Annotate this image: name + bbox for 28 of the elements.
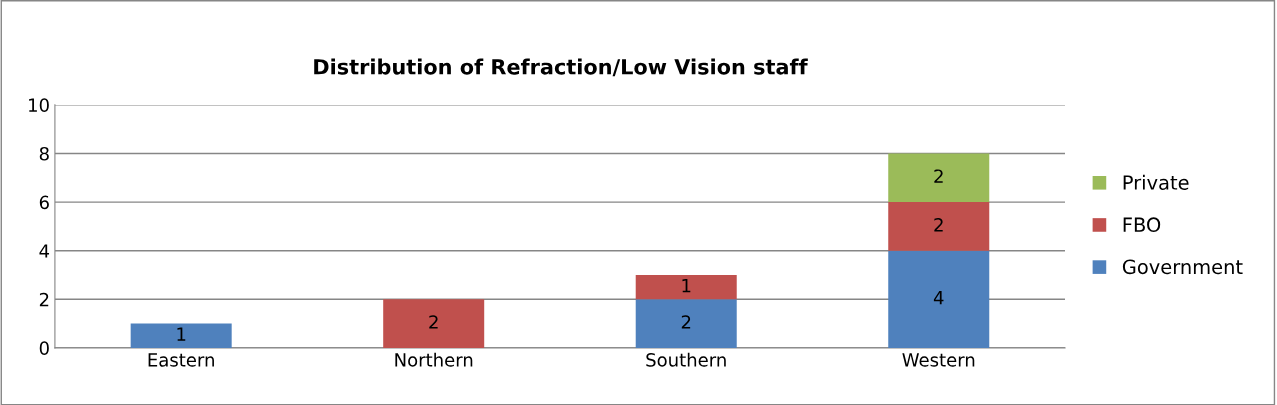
bar (635, 274, 737, 300)
data-label: 1 (177, 327, 186, 341)
bar (383, 299, 485, 348)
chart-title: Distribution of Refraction/Low Vision staff (314, 58, 808, 77)
x-tick-label: Eastern (148, 353, 214, 367)
data-label: 2 (681, 315, 691, 329)
legend-label: FBO (1123, 217, 1161, 233)
y-tick-label: 6 (39, 195, 49, 210)
legend-label: Government (1122, 259, 1243, 275)
bar (635, 299, 737, 348)
data-label: 2 (934, 217, 943, 232)
x-tick-label: Western (902, 353, 975, 367)
y-tick-label: 2 (39, 292, 49, 307)
y-tick-label: 0 (39, 341, 49, 356)
legend-label: Private (1123, 174, 1189, 190)
x-tick-label: Northern (395, 352, 473, 367)
bar (888, 250, 990, 348)
y-tick-label: 4 (39, 244, 50, 258)
y-tick-label: 8 (39, 146, 49, 161)
bar (888, 153, 990, 203)
data-label: 4 (933, 291, 944, 305)
bar (888, 202, 990, 251)
data-label: 1 (682, 278, 691, 293)
bar (130, 323, 232, 348)
y-tick-label: 10 (29, 98, 49, 113)
x-tick-label: Southern (646, 352, 726, 367)
data-label: 2 (934, 169, 943, 183)
data-label: 2 (429, 315, 438, 329)
